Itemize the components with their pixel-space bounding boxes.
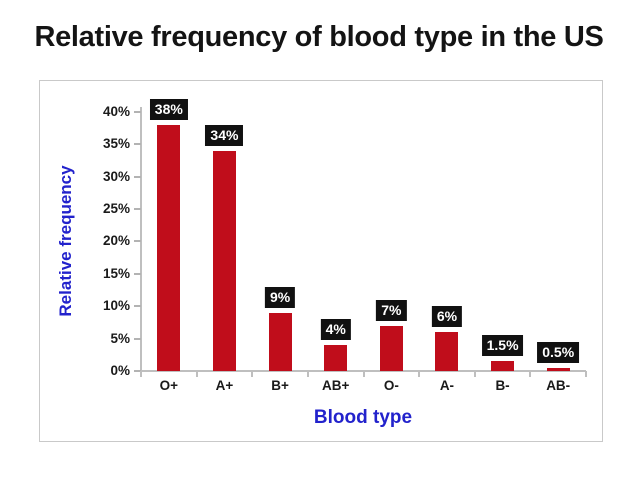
- chart-title: Relative frequency of blood type in the …: [34, 21, 604, 53]
- x-category-label: O+: [159, 378, 179, 393]
- plot-area: 0% 5% 10% 15% 20% 25% 30% 35% 40% 38% O+ 34% A+ 9% B+ 4…: [40, 81, 602, 441]
- bar-value-label: 4%: [320, 319, 351, 341]
- y-tick: [134, 305, 141, 308]
- y-tick-label: 5%: [110, 330, 130, 346]
- bar: [157, 124, 181, 371]
- y-tick-label: 0%: [110, 363, 130, 378]
- x-tick: [251, 371, 254, 377]
- y-tick: [134, 272, 141, 275]
- bar-value-label: 9%: [264, 286, 296, 308]
- x-category-label: B+: [271, 378, 289, 393]
- bar-value-label: 0.5%: [537, 341, 580, 363]
- x-tick: [306, 371, 309, 377]
- y-tick-label: 10%: [102, 298, 130, 314]
- y-tick: [134, 143, 141, 146]
- y-tick-label: 35%: [102, 136, 130, 152]
- bar: [324, 345, 348, 371]
- x-category-label: A-: [439, 378, 455, 393]
- bar-value-label: 38%: [149, 98, 188, 120]
- bar-value-label: 6%: [431, 306, 463, 328]
- bar-value-label: 34%: [205, 124, 244, 146]
- x-tick: [473, 371, 476, 377]
- bar-value-label: 1.5%: [481, 335, 524, 357]
- y-tick-label: 25%: [102, 201, 130, 216]
- x-category-label: AB-: [546, 378, 571, 393]
- y-tick: [134, 208, 141, 210]
- y-tick-label: 30%: [102, 168, 130, 184]
- y-tick: [134, 337, 141, 340]
- chart-frame: Relative frequency 0% 5% 10% 15% 20% 25% 30% 35…: [39, 80, 603, 442]
- x-tick: [140, 371, 142, 377]
- y-axis-line: [140, 107, 142, 372]
- bar: [379, 325, 403, 371]
- bar: [212, 150, 236, 371]
- y-tick-label: 20%: [102, 233, 130, 249]
- y-tick: [134, 240, 141, 243]
- x-category-label: A+: [215, 378, 234, 393]
- x-category-label: O-: [383, 378, 399, 393]
- y-tick: [134, 175, 141, 178]
- bar-value-label: 7%: [376, 299, 407, 321]
- x-tick: [418, 371, 421, 377]
- x-category-label: AB+: [321, 378, 350, 393]
- y-tick: [134, 370, 141, 372]
- x-tick: [195, 371, 198, 377]
- y-tick-label: 40%: [102, 103, 130, 119]
- bar: [546, 367, 570, 371]
- x-category-label: B-: [495, 378, 510, 393]
- bar: [268, 312, 292, 371]
- y-tick: [134, 110, 141, 113]
- x-tick: [362, 371, 365, 377]
- x-tick: [585, 371, 587, 377]
- bar: [435, 332, 459, 371]
- x-axis-title: Blood type: [313, 407, 413, 428]
- bar: [491, 361, 515, 371]
- y-tick-label: 15%: [102, 265, 130, 281]
- x-tick: [529, 371, 532, 377]
